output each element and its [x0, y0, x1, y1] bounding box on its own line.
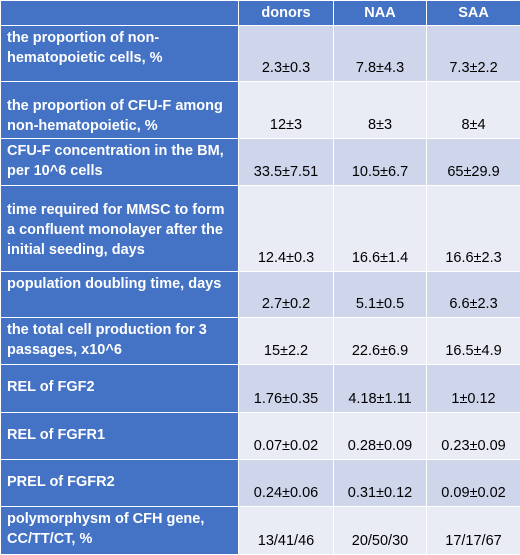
header-cell-donors: donors [239, 1, 334, 26]
cell-naa: 8±3 [334, 82, 427, 139]
cell-donors: 2.7±0.2 [239, 272, 334, 318]
cell-saa: 0.09±0.02 [427, 460, 520, 507]
cell-donors: 0.24±0.06 [239, 460, 334, 507]
row-label: polymorphysm of CFH gene, CC/TT/CT, % [1, 507, 239, 555]
row-label: the proportion of non-hematopoietic cell… [1, 26, 239, 82]
table-row: REL of FGFR1 0.07±0.02 0.28±0.09 0.23±0.… [1, 413, 520, 460]
row-label: REL of FGFR1 [1, 413, 239, 460]
table-row: polymorphysm of CFH gene, CC/TT/CT, % 13… [1, 507, 520, 555]
table-row: PREL of FGFR2 0.24±0.06 0.31±0.12 0.09±0… [1, 460, 520, 507]
header-row: donors NAA SAA [1, 1, 520, 26]
cell-saa: 16.5±4.9 [427, 318, 520, 365]
row-label: CFU-F concentration in the BM, per 10^6 … [1, 139, 239, 186]
cell-donors: 13/41/46 [239, 507, 334, 555]
table-row: population doubling time, days 2.7±0.2 5… [1, 272, 520, 318]
row-label: REL of FGF2 [1, 365, 239, 413]
cell-naa: 16.6±1.4 [334, 186, 427, 272]
cell-donors: 33.5±7.51 [239, 139, 334, 186]
row-label: population doubling time, days [1, 272, 239, 318]
cell-naa: 0.31±0.12 [334, 460, 427, 507]
cell-donors: 0.07±0.02 [239, 413, 334, 460]
cell-donors: 12.4±0.3 [239, 186, 334, 272]
header-cell-naa: NAA [334, 1, 427, 26]
cell-naa: 7.8±4.3 [334, 26, 427, 82]
cell-saa: 6.6±2.3 [427, 272, 520, 318]
cell-saa: 16.6±2.3 [427, 186, 520, 272]
table-row: the total cell production for 3 passages… [1, 318, 520, 365]
cell-naa: 10.5±6.7 [334, 139, 427, 186]
cell-saa: 0.23±0.09 [427, 413, 520, 460]
cell-saa: 1±0.12 [427, 365, 520, 413]
cell-donors: 1.76±0.35 [239, 365, 334, 413]
cell-naa: 22.6±6.9 [334, 318, 427, 365]
cell-saa: 8±4 [427, 82, 520, 139]
table-row: CFU-F concentration in the BM, per 10^6 … [1, 139, 520, 186]
row-label: the total cell production for 3 passages… [1, 318, 239, 365]
row-label: time required for MMSC to form a conflue… [1, 186, 239, 272]
cell-donors: 15±2.2 [239, 318, 334, 365]
cell-naa: 4.18±1.11 [334, 365, 427, 413]
cell-naa: 0.28±0.09 [334, 413, 427, 460]
header-cell-saa: SAA [427, 1, 520, 26]
cell-donors: 2.3±0.3 [239, 26, 334, 82]
row-label: PREL of FGFR2 [1, 460, 239, 507]
cell-saa: 65±29.9 [427, 139, 520, 186]
row-label: the proportion of CFU-F among non-hemato… [1, 82, 239, 139]
table-row: the proportion of non-hematopoietic cell… [1, 26, 520, 82]
cell-donors: 12±3 [239, 82, 334, 139]
cell-naa: 5.1±0.5 [334, 272, 427, 318]
cell-saa: 17/17/67 [427, 507, 520, 555]
table-row: REL of FGF2 1.76±0.35 4.18±1.11 1±0.12 [1, 365, 520, 413]
table-row: time required for MMSC to form a conflue… [1, 186, 520, 272]
cell-naa: 20/50/30 [334, 507, 427, 555]
cell-saa: 7.3±2.2 [427, 26, 520, 82]
header-cell-blank [1, 1, 239, 26]
table-row: the proportion of CFU-F among non-hemato… [1, 82, 520, 139]
